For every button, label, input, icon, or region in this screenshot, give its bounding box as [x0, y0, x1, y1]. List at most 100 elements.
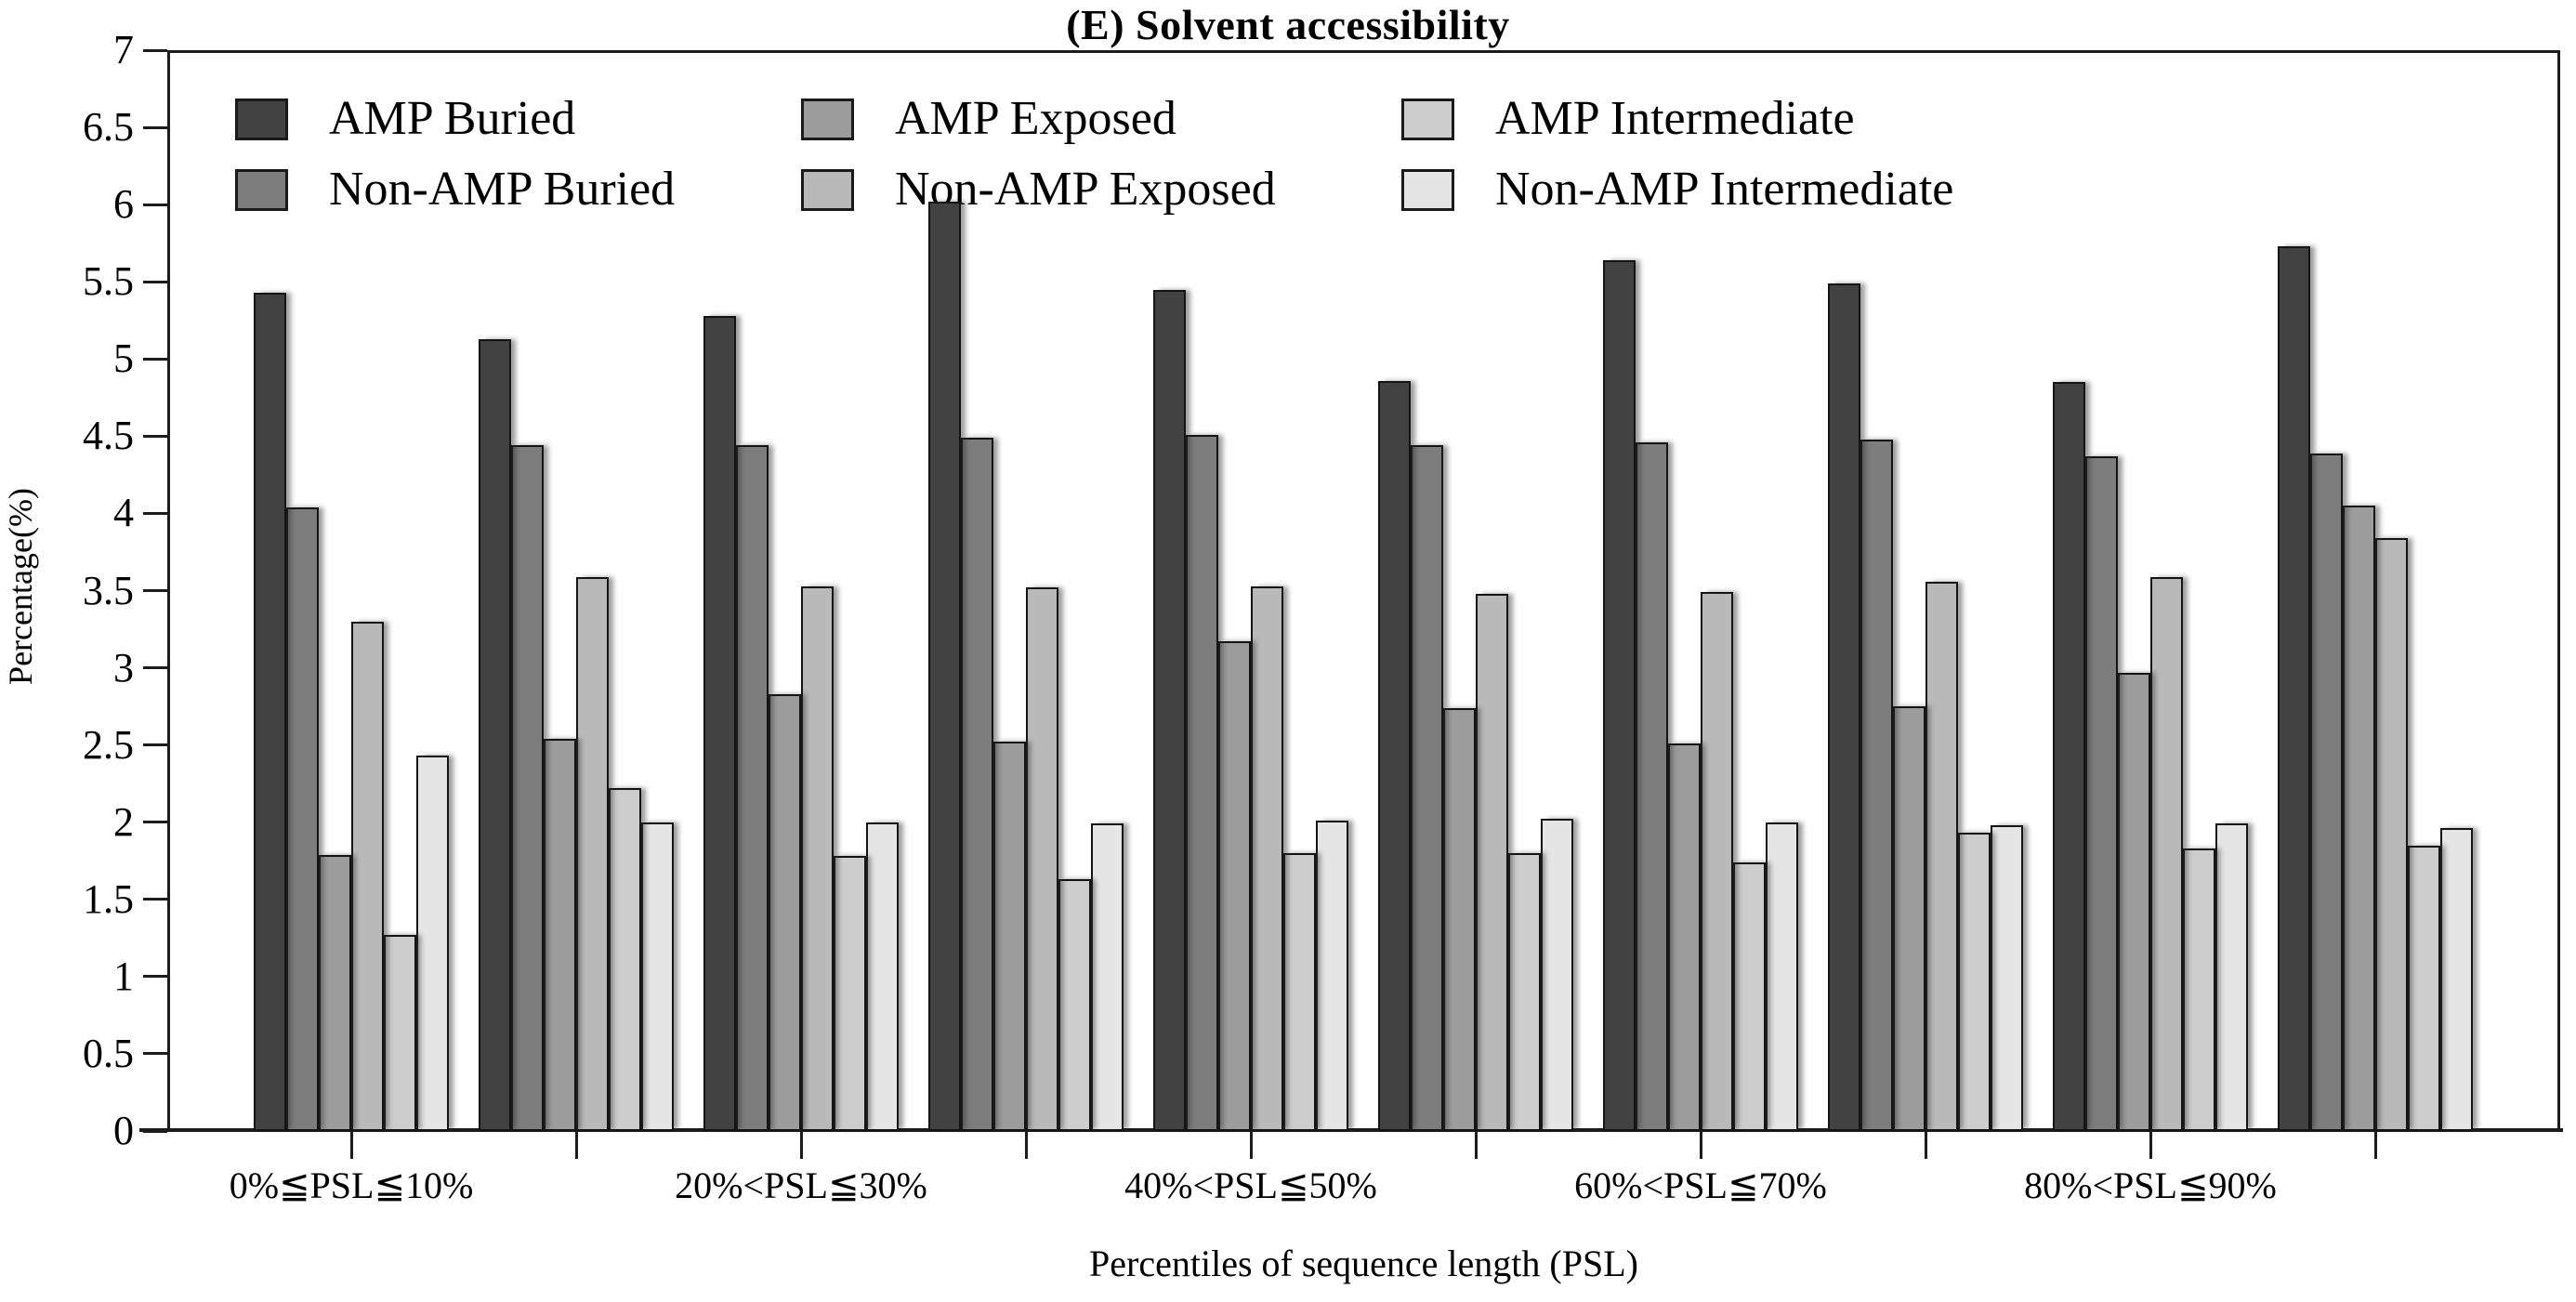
legend-swatch-icon — [801, 168, 854, 211]
bar-amp-buried-group-7 — [1603, 259, 1636, 1131]
bar-non-amp-buried-group-4 — [961, 438, 993, 1131]
y-tick-mark — [143, 975, 167, 979]
y-tick-label: 1.5 — [83, 875, 134, 922]
bar-non-amp-exposed-group-1 — [351, 621, 384, 1131]
y-tick-label: 1 — [113, 953, 134, 999]
bar-non-amp-intermediate-group-1 — [416, 756, 449, 1131]
legend-entry-amp-intermediate: AMP Intermediate — [1401, 93, 1953, 145]
bar-non-amp-buried-group-6 — [1411, 445, 1443, 1131]
y-tick-mark — [143, 434, 167, 438]
x-tick-label: 60%<PSL≦70% — [1574, 1164, 1827, 1206]
x-tick-mark — [1924, 1131, 1927, 1159]
bar-amp-exposed-group-9 — [2118, 672, 2150, 1131]
x-tick-mark — [2373, 1131, 2377, 1159]
x-tick-label: 80%<PSL≦90% — [2024, 1164, 2277, 1206]
bar-non-amp-intermediate-group-2 — [641, 822, 674, 1131]
bar-amp-intermediate-group-8 — [1958, 833, 1991, 1131]
legend-swatch-icon — [1401, 168, 1454, 211]
bar-amp-exposed-group-2 — [544, 738, 576, 1131]
y-tick-label: 2 — [113, 798, 134, 845]
y-tick-mark — [143, 48, 167, 52]
bar-non-amp-intermediate-group-3 — [866, 822, 899, 1131]
bar-non-amp-buried-group-7 — [1636, 442, 1668, 1131]
bar-amp-intermediate-group-10 — [2408, 845, 2440, 1131]
y-tick-mark — [143, 666, 167, 670]
y-tick-label: 6 — [113, 181, 134, 228]
legend-swatch-icon — [801, 98, 854, 140]
bar-amp-exposed-group-6 — [1443, 707, 1476, 1131]
x-tick-label: 0%≦PSL≦10% — [229, 1164, 474, 1206]
bar-amp-exposed-group-10 — [2343, 506, 2375, 1131]
bar-non-amp-exposed-group-7 — [1701, 592, 1733, 1131]
y-tick-label: 4 — [113, 490, 134, 536]
bar-non-amp-buried-group-9 — [2085, 455, 2118, 1131]
bar-amp-intermediate-group-4 — [1058, 879, 1091, 1131]
y-tick-mark — [143, 357, 167, 361]
y-tick-mark — [143, 898, 167, 901]
x-tick-mark — [349, 1131, 353, 1159]
x-tick-mark — [1024, 1131, 1028, 1159]
y-tick-label: 3.5 — [83, 567, 134, 613]
legend-label: AMP Exposed — [895, 92, 1176, 145]
x-tick-mark — [1249, 1131, 1253, 1159]
bar-non-amp-exposed-group-3 — [801, 585, 834, 1131]
bar-amp-exposed-group-7 — [1668, 743, 1701, 1131]
legend-entry-amp-buried: AMP Buried — [235, 93, 801, 145]
bar-amp-intermediate-group-1 — [384, 934, 416, 1131]
bar-non-amp-intermediate-group-8 — [1991, 825, 2023, 1131]
y-tick-label: 5 — [113, 335, 134, 382]
bar-non-amp-exposed-group-9 — [2150, 576, 2183, 1131]
bar-amp-buried-group-1 — [254, 292, 286, 1131]
bar-non-amp-intermediate-group-4 — [1091, 823, 1124, 1131]
y-tick-mark — [143, 1052, 167, 1056]
y-tick-label: 4.5 — [83, 413, 134, 459]
bar-non-amp-intermediate-group-9 — [2215, 823, 2248, 1131]
legend: AMP Buried Non-AMP Buried AMP Exposed Non-A… — [235, 84, 1953, 225]
chart-title: (E) Solvent accessibility — [1066, 1, 1510, 48]
bar-non-amp-buried-group-8 — [1860, 439, 1893, 1131]
bar-amp-buried-group-2 — [479, 338, 511, 1131]
legend-entry-non-amp-intermediate: Non-AMP Intermediate — [1401, 164, 1953, 216]
bar-amp-buried-group-9 — [2053, 382, 2085, 1131]
y-tick-mark — [143, 511, 167, 515]
bar-non-amp-buried-group-5 — [1186, 434, 1218, 1131]
y-tick-mark — [143, 589, 167, 592]
y-tick-mark — [143, 280, 167, 283]
bar-amp-buried-group-8 — [1828, 283, 1860, 1131]
bar-non-amp-intermediate-group-7 — [1766, 822, 1798, 1131]
y-tick-label: 5.5 — [83, 258, 134, 305]
bar-amp-exposed-group-3 — [769, 693, 801, 1131]
bar-amp-intermediate-group-6 — [1508, 852, 1541, 1131]
bar-amp-intermediate-group-3 — [834, 856, 866, 1131]
bar-amp-intermediate-group-5 — [1283, 852, 1316, 1131]
bar-non-amp-intermediate-group-10 — [2440, 828, 2473, 1131]
legend-entry-amp-exposed: AMP Exposed — [801, 93, 1401, 145]
bar-amp-buried-group-10 — [2278, 246, 2310, 1131]
x-tick-mark — [1474, 1131, 1478, 1159]
legend-label: AMP Buried — [329, 92, 576, 145]
y-tick-label: 3 — [113, 644, 134, 690]
bar-non-amp-exposed-group-10 — [2375, 538, 2408, 1131]
bar-amp-intermediate-group-2 — [609, 788, 641, 1131]
bar-amp-intermediate-group-9 — [2183, 848, 2215, 1131]
bar-non-amp-buried-group-1 — [286, 506, 319, 1131]
bar-amp-buried-group-3 — [703, 315, 736, 1131]
y-tick-mark — [143, 203, 167, 206]
x-axis-title: Percentiles of sequence length (PSL) — [1089, 1243, 1638, 1284]
bar-amp-buried-group-4 — [928, 201, 961, 1131]
legend-label: Non-AMP Intermediate — [1495, 163, 1954, 216]
bar-amp-exposed-group-4 — [993, 742, 1026, 1131]
legend-swatch-icon — [1401, 98, 1454, 140]
x-tick-label: 20%<PSL≦30% — [675, 1164, 927, 1206]
y-tick-mark — [143, 743, 167, 747]
y-tick-mark — [143, 821, 167, 824]
bar-non-amp-buried-group-2 — [511, 445, 544, 1131]
bar-amp-exposed-group-5 — [1218, 641, 1251, 1131]
y-tick-label: 6.5 — [83, 104, 134, 151]
y-tick-label: 7 — [113, 27, 134, 72]
legend-label: Non-AMP Buried — [329, 163, 676, 216]
bar-amp-buried-group-6 — [1378, 380, 1411, 1131]
y-tick-label: 0.5 — [83, 1030, 134, 1076]
x-tick-mark — [1699, 1131, 1702, 1159]
